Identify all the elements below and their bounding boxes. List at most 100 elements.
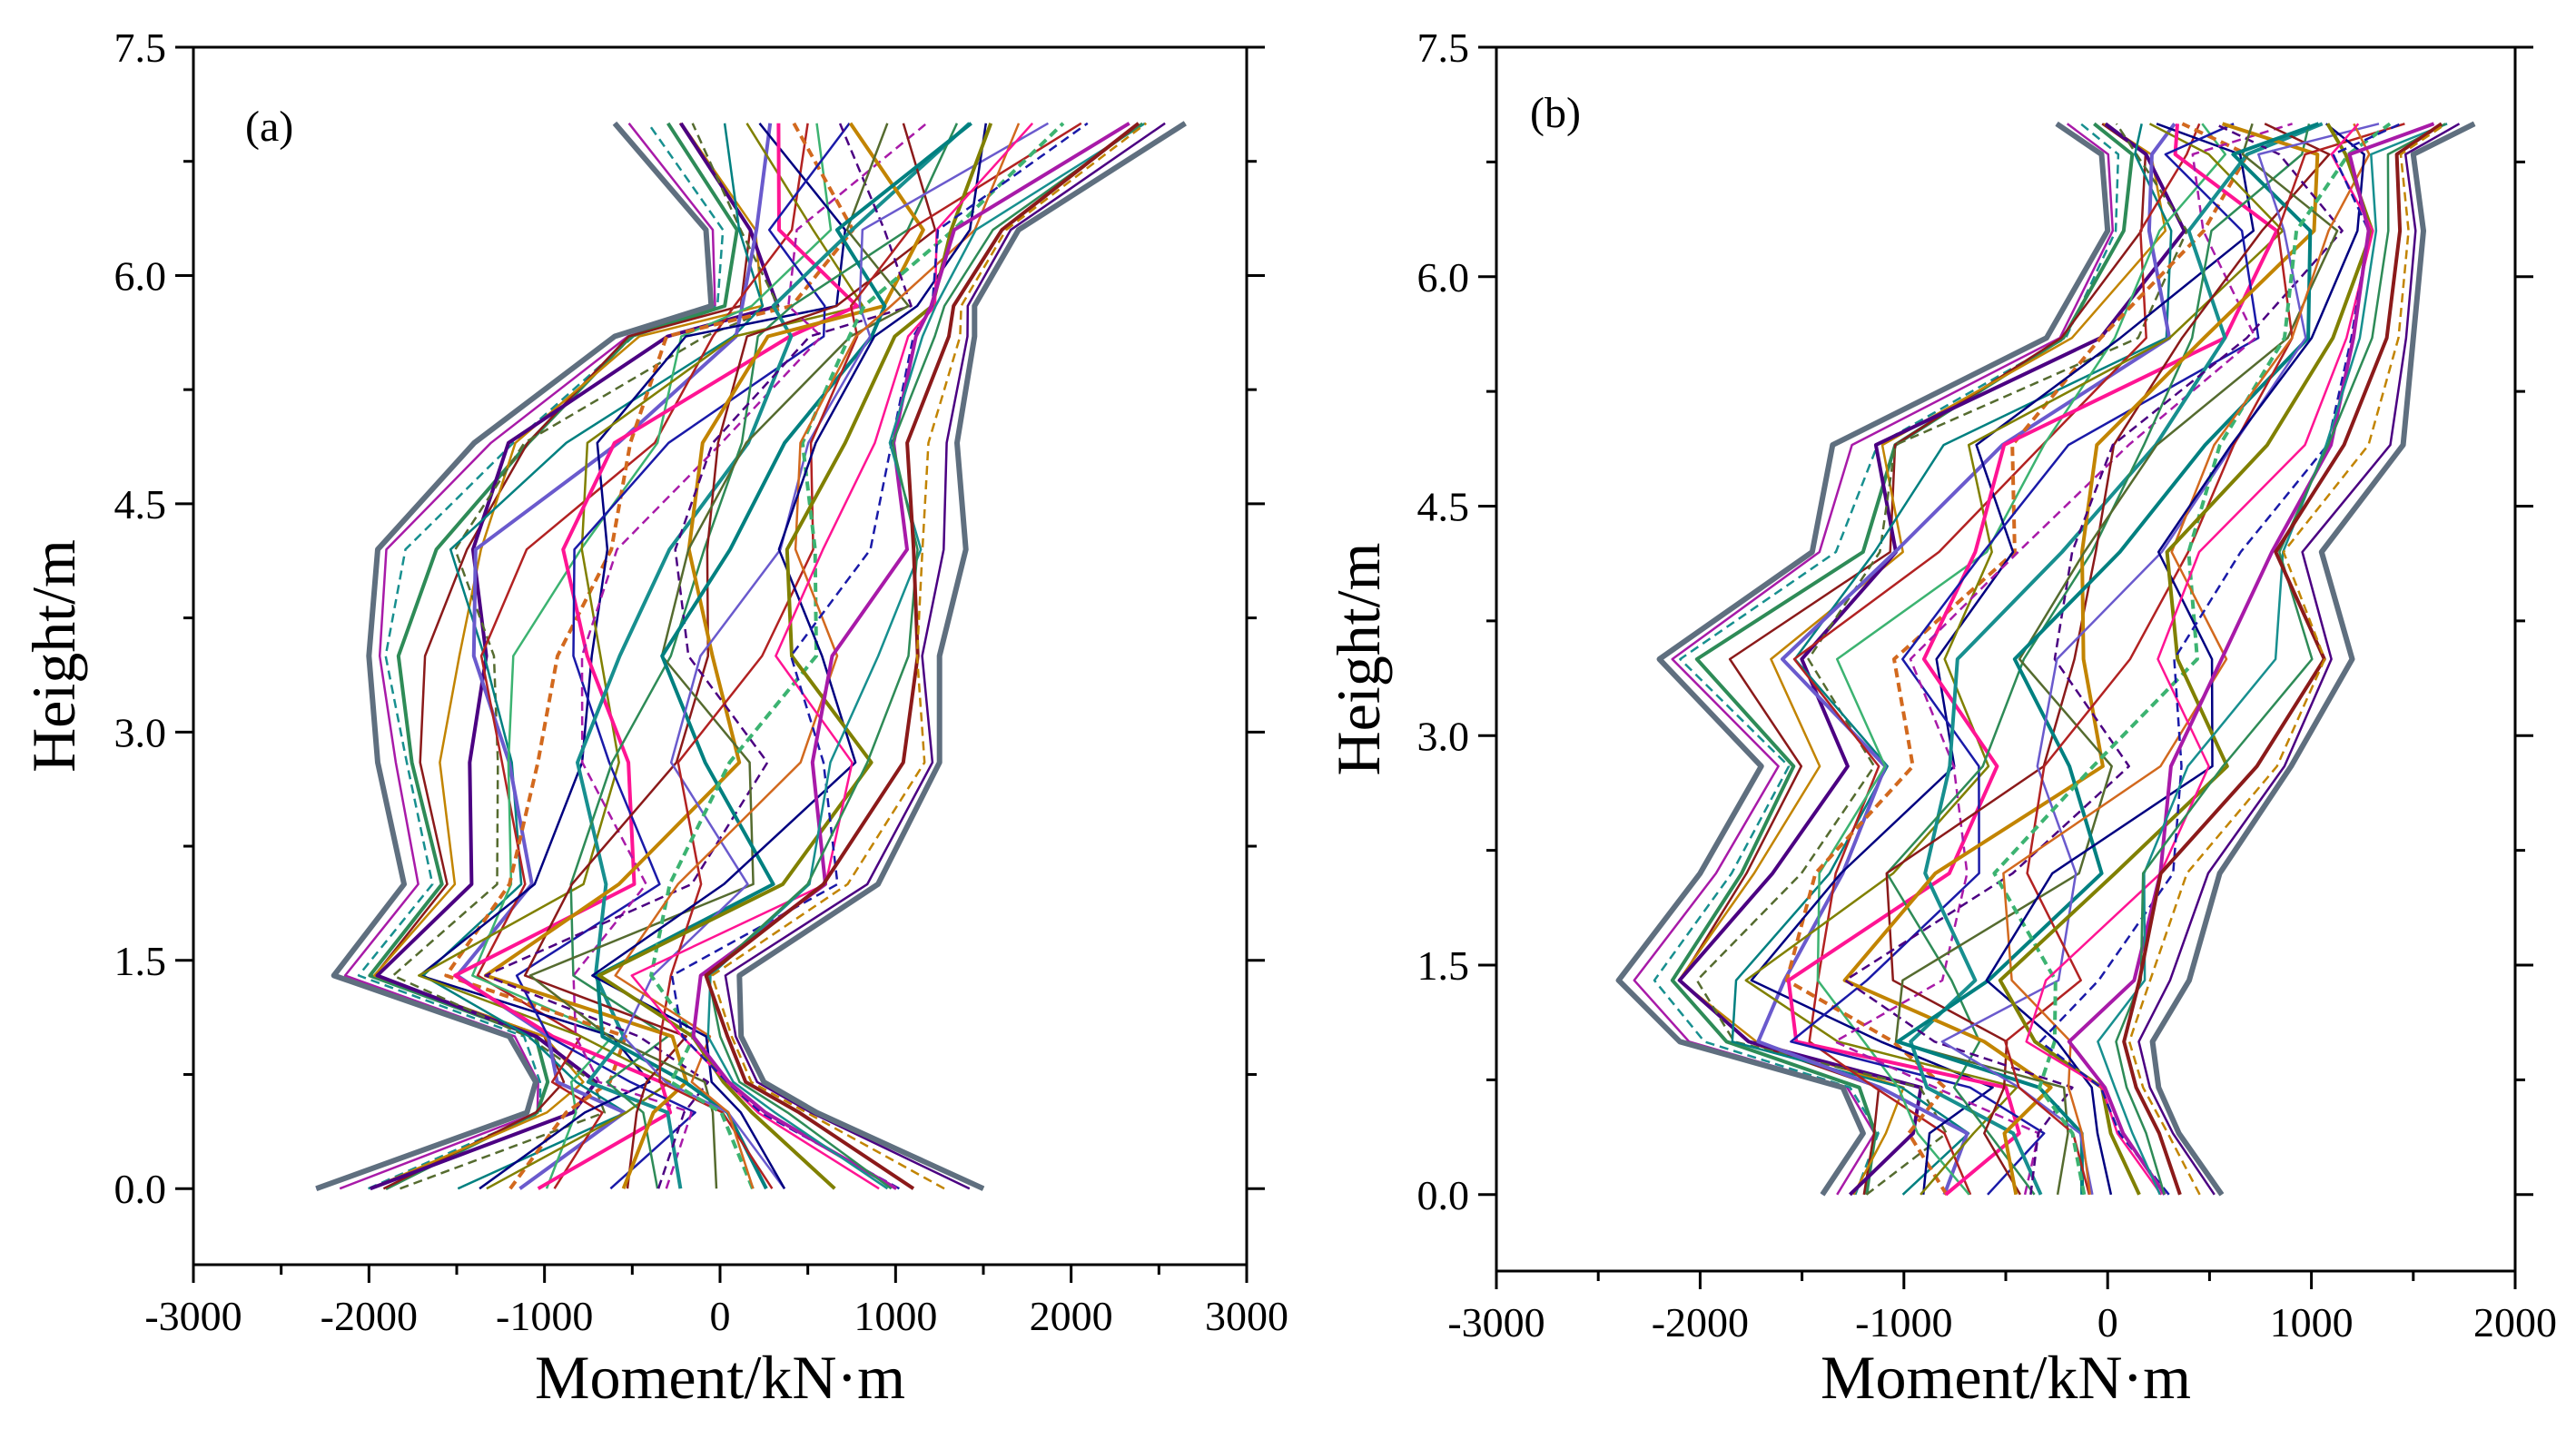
x-tick-label: -1000 <box>1855 1299 1952 1346</box>
plot-frame <box>192 45 1249 1267</box>
series-line <box>595 122 972 1190</box>
y-tick-label: 4.5 <box>114 481 167 527</box>
series-line <box>1985 123 2365 1196</box>
series-line <box>2127 123 2447 1196</box>
series-line <box>2097 123 2448 1196</box>
series-line <box>1633 123 2115 1196</box>
y-axis-title: Height/m <box>19 539 88 773</box>
series-line <box>1940 123 2380 1196</box>
series-line <box>706 122 1146 1190</box>
series-line <box>1670 122 2135 1196</box>
left-envelope-line <box>315 121 715 1192</box>
series-line <box>453 123 859 1190</box>
y-tick-label: 7.5 <box>1417 25 1470 71</box>
series-group <box>1615 121 2476 1197</box>
right-envelope-line <box>736 121 1187 1191</box>
y-tick-label: 3.0 <box>114 709 167 755</box>
y-tick-label: 7.5 <box>114 25 167 71</box>
right-envelope-line <box>2149 121 2476 1197</box>
series-line <box>569 123 959 1189</box>
series-line <box>1731 123 2173 1196</box>
series-line <box>1909 122 2324 1196</box>
y-tick-label: 1.5 <box>1417 942 1470 989</box>
series-line <box>649 122 1065 1189</box>
series-line <box>2122 122 2443 1196</box>
series-line <box>373 123 752 1190</box>
series-line <box>1885 123 2331 1196</box>
series-line <box>691 122 1130 1190</box>
series-line <box>706 122 1143 1190</box>
y-tick-label: 6.0 <box>114 252 167 299</box>
series-line <box>1992 122 2392 1196</box>
series-line <box>1894 123 2339 1196</box>
series-line <box>2002 123 2371 1195</box>
y-tick-label: 4.5 <box>1417 484 1470 530</box>
chart-panel-a: -3000 -2000 -1000 0 1000 2000 3000 0.0 1.5 3.0 4.5… <box>19 25 1288 1412</box>
series-line <box>1844 123 2344 1195</box>
series-line <box>1786 123 2279 1197</box>
series-line <box>1896 122 2320 1195</box>
series-line <box>2067 122 2435 1196</box>
x-tick-label: 0 <box>710 1293 731 1339</box>
series-line <box>2025 123 2374 1196</box>
series-line <box>528 123 910 1189</box>
series-line <box>2115 123 2446 1196</box>
series-line <box>1790 123 2260 1196</box>
series-line <box>421 123 765 1190</box>
series-line <box>471 123 833 1189</box>
series-line <box>357 123 725 1190</box>
series-line <box>368 122 739 1190</box>
series-line <box>1792 123 2201 1196</box>
y-axis-title: Height/m <box>1324 543 1393 776</box>
x-tick-label: -3000 <box>144 1293 242 1339</box>
series-line <box>724 122 1166 1190</box>
left-envelope-line <box>1615 121 2111 1197</box>
x-tick-label: 1000 <box>2270 1299 2354 1346</box>
series-group <box>315 121 1187 1192</box>
series-line <box>2137 123 2461 1196</box>
x-tick-label: 3000 <box>1205 1293 1288 1339</box>
series-line <box>1833 123 2293 1196</box>
chart-panel-b: -3000 -2000 -1000 0 1000 2000 0.0 1.5 3.0 4.5 6.0 7… <box>1324 25 2557 1412</box>
series-line <box>1744 123 2285 1196</box>
x-tick-label: 2000 <box>2473 1299 2557 1346</box>
y-tick-label: 3.0 <box>1417 713 1470 759</box>
x-tick-label: -2000 <box>1652 1299 1749 1346</box>
x-axis-title: Moment/kN·m <box>535 1343 905 1412</box>
series-line <box>1816 123 2227 1196</box>
panel-label: (a) <box>245 103 293 151</box>
series-line <box>710 122 1148 1190</box>
y-tick-label: 6.0 <box>1417 254 1470 301</box>
series-line <box>1677 123 2167 1196</box>
series-line <box>523 123 937 1189</box>
series-line <box>2004 123 2405 1196</box>
y-tick-label: 0.0 <box>114 1166 167 1212</box>
series-line <box>737 122 1187 1191</box>
x-tick-label: -1000 <box>496 1293 593 1339</box>
series-line <box>576 122 972 1189</box>
x-tick-label: 0 <box>2097 1299 2118 1346</box>
series-line <box>1784 122 2250 1196</box>
series-line <box>1885 123 2311 1196</box>
series-line <box>339 123 716 1190</box>
y-tick-label: 0.0 <box>1417 1172 1470 1218</box>
y-tick-label: 1.5 <box>114 938 167 984</box>
series-line <box>658 122 1082 1189</box>
series-line <box>1842 122 2320 1196</box>
series-line <box>444 122 855 1190</box>
series-line <box>483 122 925 1189</box>
x-tick-label: -3000 <box>1447 1299 1545 1346</box>
series-line <box>1677 122 2186 1197</box>
series-line <box>476 123 809 1189</box>
x-tick-label: 2000 <box>1030 1293 1113 1339</box>
series-line <box>391 123 780 1190</box>
series-line <box>572 122 928 1189</box>
x-axis-title: Moment/kN·m <box>1821 1343 2191 1412</box>
series-line <box>614 123 1021 1189</box>
series-line <box>704 122 1140 1190</box>
x-tick-label: 1000 <box>854 1293 937 1339</box>
panel-label: (b) <box>1530 89 1581 137</box>
series-line <box>484 123 913 1189</box>
series-line <box>591 123 988 1189</box>
